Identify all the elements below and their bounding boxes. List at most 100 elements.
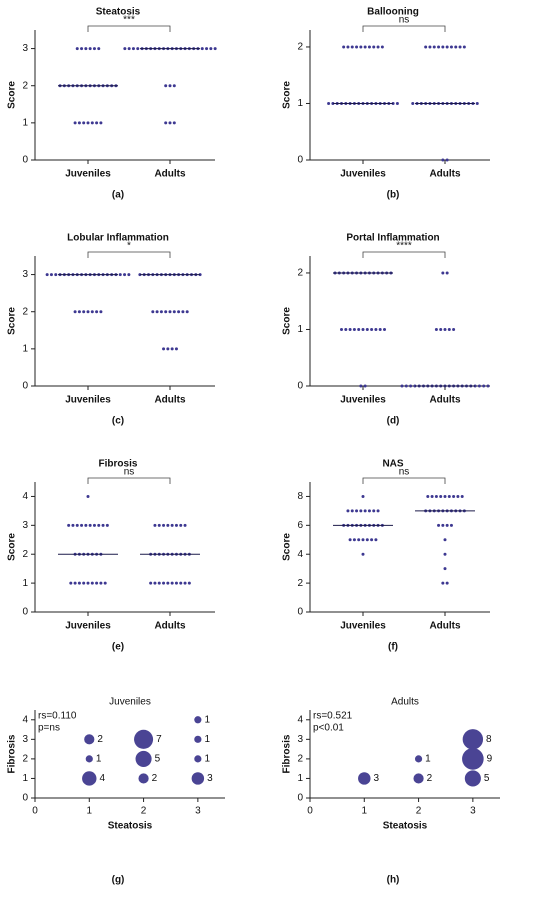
data-point <box>413 384 417 388</box>
data-point <box>372 45 376 49</box>
data-point <box>458 45 462 49</box>
y-tick-label: 2 <box>297 578 303 589</box>
data-point <box>331 101 335 105</box>
significance-bracket <box>362 251 446 258</box>
data-label: 9 <box>487 754 493 765</box>
data-point <box>447 494 451 498</box>
bubble <box>194 735 202 743</box>
data-point <box>357 538 361 542</box>
y-tick-label: 2 <box>297 42 303 53</box>
y-tick-label: 1 <box>22 578 28 589</box>
significance-bracket <box>87 477 171 484</box>
data-point <box>183 523 187 527</box>
chart-title: Steatosis <box>96 7 141 18</box>
data-point <box>82 581 86 585</box>
data-point <box>99 310 103 314</box>
y-tick-label: 4 <box>22 714 28 725</box>
data-point <box>105 523 109 527</box>
data-point <box>80 47 84 51</box>
data-point <box>342 45 346 49</box>
chart-title: NAS <box>382 459 403 470</box>
data-point <box>327 101 331 105</box>
data-point <box>166 523 170 527</box>
bubble <box>85 755 93 763</box>
data-point <box>486 384 490 388</box>
data-point <box>75 47 79 51</box>
bubble <box>462 729 484 750</box>
bubble <box>135 750 152 767</box>
y-axis-label: Score <box>7 81 18 109</box>
bubble <box>84 734 95 745</box>
data-point <box>71 523 75 527</box>
y-tick-label: 0 <box>22 607 28 618</box>
y-tick-label: 0 <box>297 793 303 804</box>
data-point <box>473 384 477 388</box>
chart-title: Portal Inflammation <box>346 233 439 244</box>
significance-bracket <box>362 477 446 484</box>
data-point <box>374 327 378 331</box>
data-point <box>439 327 443 331</box>
data-point <box>69 581 73 585</box>
data-point <box>378 327 382 331</box>
data-point <box>452 494 456 498</box>
data-point <box>426 494 430 498</box>
data-point <box>449 523 453 527</box>
data-point <box>361 552 365 556</box>
data-point <box>97 523 101 527</box>
data-label: 2 <box>152 773 158 784</box>
data-point <box>200 47 204 51</box>
chart-title: Juveniles <box>109 697 151 708</box>
x-tick-label: Juveniles <box>340 169 386 180</box>
data-point <box>348 327 352 331</box>
data-point <box>170 347 174 351</box>
data-point <box>49 273 53 277</box>
data-point <box>361 327 365 331</box>
data-label: 1 <box>425 754 431 765</box>
data-point <box>205 47 209 51</box>
data-point <box>84 47 88 51</box>
x-tick-label: Adults <box>154 169 186 180</box>
data-point <box>177 310 181 314</box>
x-axis-label: Steatosis <box>108 821 153 832</box>
data-point <box>77 581 81 585</box>
y-tick-label: 4 <box>22 491 28 502</box>
data-point <box>441 523 445 527</box>
data-point <box>179 581 183 585</box>
data-point <box>445 271 449 275</box>
data-point <box>138 273 142 277</box>
data-point <box>183 581 187 585</box>
data-point <box>350 509 354 513</box>
data-point <box>372 509 376 513</box>
data-label: 5 <box>155 754 161 765</box>
y-tick-label: 3 <box>297 734 303 745</box>
data-point <box>434 327 438 331</box>
data-point <box>185 310 189 314</box>
x-tick-label: 2 <box>416 806 422 817</box>
data-point <box>80 523 84 527</box>
data-point <box>77 121 81 125</box>
data-point <box>170 523 174 527</box>
data-point <box>164 121 168 125</box>
data-point <box>400 384 404 388</box>
data-point <box>198 273 202 277</box>
data-point <box>151 310 155 314</box>
y-tick-label: 1 <box>297 773 303 784</box>
panel-label: (g) <box>112 875 125 886</box>
data-point <box>127 273 131 277</box>
data-label: 1 <box>204 754 210 765</box>
data-point <box>432 45 436 49</box>
data-point <box>376 45 380 49</box>
data-point <box>92 47 96 51</box>
chart-title: Ballooning <box>367 7 419 18</box>
data-point <box>174 347 178 351</box>
y-tick-label: 1 <box>297 98 303 109</box>
data-point <box>103 581 107 585</box>
y-tick-label: 2 <box>22 306 28 317</box>
data-label: 2 <box>427 773 433 784</box>
data-point <box>346 509 350 513</box>
data-point <box>370 327 374 331</box>
data-point <box>434 494 438 498</box>
data-point <box>157 581 161 585</box>
data-point <box>404 384 408 388</box>
data-point <box>166 581 170 585</box>
